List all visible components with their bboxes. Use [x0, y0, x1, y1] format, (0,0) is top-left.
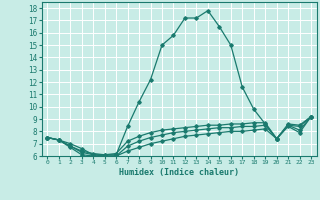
X-axis label: Humidex (Indice chaleur): Humidex (Indice chaleur) [119, 168, 239, 177]
